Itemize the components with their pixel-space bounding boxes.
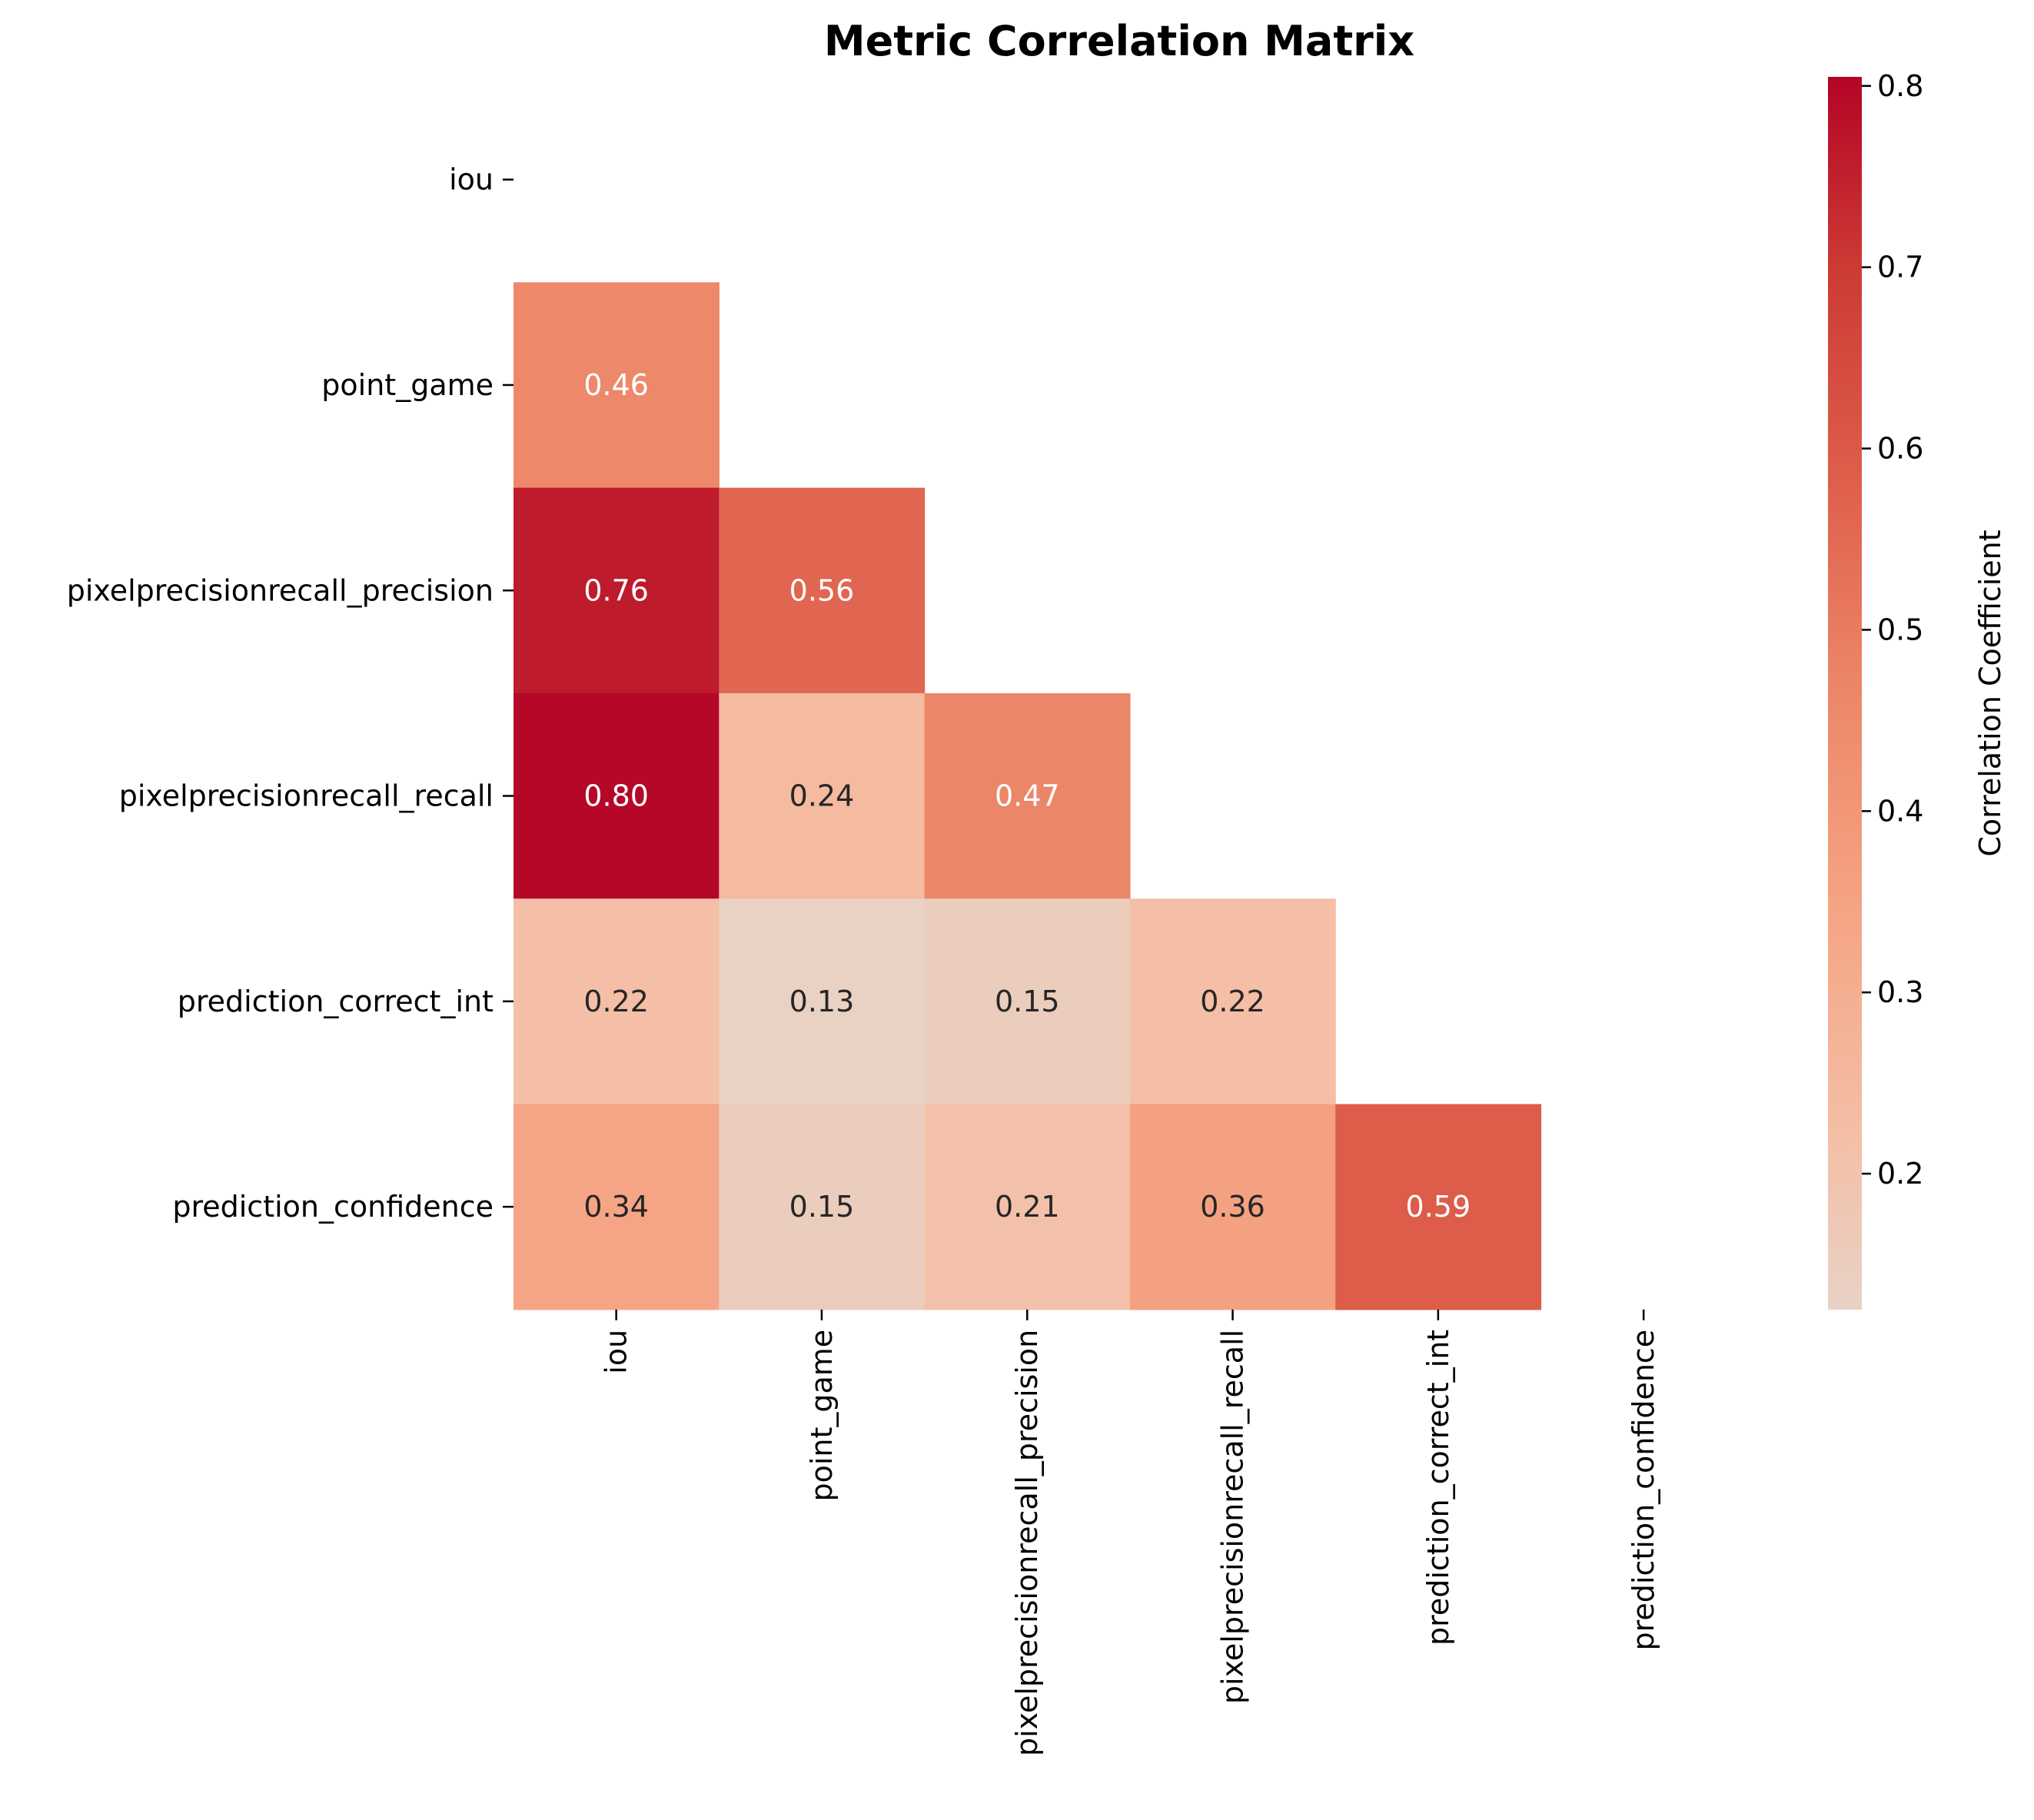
heatmap-cell [513, 692, 720, 899]
cell-value-label: 0.21 [995, 1190, 1060, 1224]
colorbar-tick-label: 0.2 [1877, 1157, 1923, 1191]
y-axis-ticks: iou point_game pixelprecisionrecall_precis… [67, 163, 513, 1224]
cell-value-label: 0.24 [789, 779, 855, 813]
cell-value-label: 0.36 [1200, 1190, 1265, 1224]
x-tick-label: iou [600, 1330, 633, 1374]
heatmap-cell [513, 1104, 720, 1310]
heatmap-cell [513, 487, 720, 694]
colorbar-scale [1828, 77, 1862, 1310]
x-tick-label: prediction_correct_int [1421, 1330, 1455, 1646]
heatmap-cell [719, 1104, 926, 1310]
cell-value-label: 0.15 [995, 985, 1060, 1018]
heatmap-cell [924, 898, 1131, 1105]
cell-value-label: 0.59 [1406, 1190, 1471, 1224]
colorbar-label: Correlation Coefficient [1973, 530, 2007, 856]
cell-value-label: 0.47 [995, 779, 1060, 813]
y-tick-label: point_game [321, 368, 494, 402]
x-tick-label: point_game [805, 1330, 839, 1502]
x-tick-label: pixelprecisionrecall_precision [1010, 1330, 1044, 1756]
y-tick-label: iou [449, 163, 494, 197]
cell-value-label: 0.46 [583, 368, 649, 402]
cell-value-label: 0.15 [789, 1190, 855, 1224]
cell-value-label: 0.76 [583, 573, 649, 607]
cell-value-label: 0.80 [583, 779, 649, 813]
x-axis-ticks: iou point_game pixelprecisionrecall_precis… [600, 1309, 1660, 1756]
colorbar-tick-label: 0.3 [1877, 975, 1923, 1009]
heatmap-cell [1335, 1104, 1542, 1310]
cell-value-label: 0.22 [1200, 985, 1265, 1018]
cell-value-label: 0.56 [789, 573, 855, 607]
x-tick-label: pixelprecisionrecall_recall [1216, 1330, 1250, 1704]
colorbar-tick-label: 0.7 [1877, 251, 1923, 284]
heatmap-cell-labels: 0.46 0.76 0.56 0.80 0.24 0.47 0.22 0.13 0.15 0.22… [583, 368, 1471, 1224]
y-tick-label: pixelprecisionrecall_recall [119, 779, 494, 813]
colorbar-tick-label: 0.8 [1877, 69, 1923, 103]
colorbar-tick-label: 0.6 [1877, 432, 1923, 466]
heatmap-cell [924, 1104, 1131, 1310]
heatmap-cell [719, 898, 926, 1105]
heatmap-cell [513, 282, 720, 489]
x-tick-label: prediction_confidence [1627, 1330, 1660, 1651]
cell-value-label: 0.22 [583, 985, 649, 1018]
cell-value-label: 0.34 [583, 1190, 649, 1224]
heatmap-cell [1129, 898, 1336, 1105]
colorbar: 0.2 0.3 0.4 0.5 0.6 0.7 0.8 Correlation Coeffic… [1828, 69, 2007, 1310]
y-tick-label: prediction_correct_int [178, 985, 494, 1018]
heatmap-cells [513, 282, 1542, 1310]
y-tick-label: prediction_confidence [172, 1190, 494, 1224]
heatmap-cell [719, 692, 926, 899]
y-tick-label: pixelprecisionrecall_precision [67, 573, 494, 607]
heatmap-cell [513, 898, 720, 1105]
colorbar-tick-label: 0.5 [1877, 613, 1923, 646]
colorbar-tick-label: 0.4 [1877, 794, 1923, 828]
heatmap-cell [1129, 1104, 1336, 1310]
chart-title: Metric Correlation Matrix [824, 17, 1414, 65]
heatmap-cell [719, 487, 926, 694]
cell-value-label: 0.13 [789, 985, 855, 1018]
heatmap-cell [924, 692, 1131, 899]
